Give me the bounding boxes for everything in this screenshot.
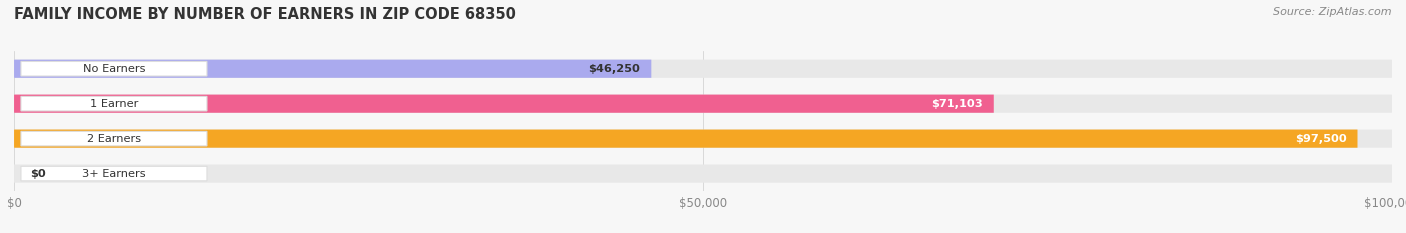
FancyBboxPatch shape — [14, 95, 994, 113]
Text: 2 Earners: 2 Earners — [87, 134, 141, 144]
Text: 1 Earner: 1 Earner — [90, 99, 138, 109]
FancyBboxPatch shape — [21, 96, 207, 111]
Text: $46,250: $46,250 — [589, 64, 640, 74]
FancyBboxPatch shape — [14, 164, 1392, 183]
Text: No Earners: No Earners — [83, 64, 145, 74]
Text: $0: $0 — [31, 169, 46, 178]
FancyBboxPatch shape — [21, 166, 207, 181]
Text: $97,500: $97,500 — [1295, 134, 1347, 144]
Text: 3+ Earners: 3+ Earners — [82, 169, 146, 178]
FancyBboxPatch shape — [14, 60, 1392, 78]
Text: FAMILY INCOME BY NUMBER OF EARNERS IN ZIP CODE 68350: FAMILY INCOME BY NUMBER OF EARNERS IN ZI… — [14, 7, 516, 22]
Text: Source: ZipAtlas.com: Source: ZipAtlas.com — [1274, 7, 1392, 17]
FancyBboxPatch shape — [14, 60, 651, 78]
FancyBboxPatch shape — [14, 95, 1392, 113]
FancyBboxPatch shape — [14, 130, 1358, 148]
Text: $71,103: $71,103 — [931, 99, 983, 109]
FancyBboxPatch shape — [21, 131, 207, 146]
FancyBboxPatch shape — [21, 62, 207, 76]
FancyBboxPatch shape — [14, 130, 1392, 148]
